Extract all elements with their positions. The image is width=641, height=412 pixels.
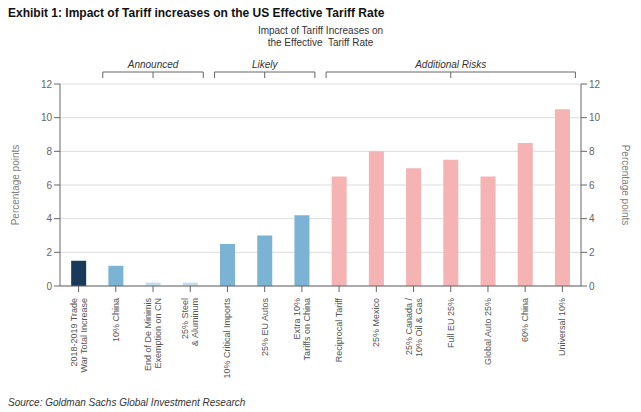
svg-text:25% Mexico: 25% Mexico bbox=[371, 298, 381, 347]
svg-text:10: 10 bbox=[41, 112, 53, 123]
svg-text:Percentage points: Percentage points bbox=[10, 145, 21, 226]
svg-text:Impact of Tariff Increases ont: Impact of Tariff Increases onthe Effecti… bbox=[258, 25, 383, 48]
svg-text:Global Auto 25%: Global Auto 25% bbox=[483, 298, 493, 365]
svg-text:Additional Risks: Additional Risks bbox=[414, 59, 486, 70]
svg-text:Percentage points: Percentage points bbox=[620, 145, 631, 226]
svg-text:10% China: 10% China bbox=[111, 298, 121, 342]
svg-text:10% Critical Imports: 10% Critical Imports bbox=[222, 298, 232, 379]
svg-text:6: 6 bbox=[589, 180, 595, 191]
svg-text:12: 12 bbox=[589, 79, 601, 90]
svg-text:25% EU Autos: 25% EU Autos bbox=[260, 298, 270, 357]
svg-text:2: 2 bbox=[589, 247, 595, 258]
svg-text:Exhibit 1: Impact of Tariff in: Exhibit 1: Impact of Tariff increases on… bbox=[8, 6, 385, 20]
svg-text:8: 8 bbox=[46, 146, 52, 157]
svg-text:8: 8 bbox=[589, 146, 595, 157]
svg-text:Reciprocal Tariff: Reciprocal Tariff bbox=[334, 298, 344, 363]
svg-text:4: 4 bbox=[589, 213, 595, 224]
svg-text:2018-2019 TradeWar Total Incre: 2018-2019 TradeWar Total Increase bbox=[69, 298, 89, 373]
svg-text:25% Canada /10% Oil & Gas: 25% Canada /10% Oil & Gas bbox=[404, 298, 424, 358]
svg-text:6: 6 bbox=[46, 180, 52, 191]
svg-text:12: 12 bbox=[41, 79, 53, 90]
svg-text:Announced: Announced bbox=[127, 59, 179, 70]
svg-text:10: 10 bbox=[589, 112, 601, 123]
svg-text:2: 2 bbox=[46, 247, 52, 258]
svg-text:End of De MinimisExemption on: End of De MinimisExemption on CN bbox=[143, 298, 163, 372]
svg-text:25% Steel& Aluminum: 25% Steel& Aluminum bbox=[180, 298, 200, 346]
svg-text:60% China: 60% China bbox=[520, 298, 530, 342]
svg-text:Full EU 25%: Full EU 25% bbox=[446, 298, 456, 348]
svg-text:4: 4 bbox=[46, 213, 52, 224]
svg-text:Source: Goldman Sachs Global I: Source: Goldman Sachs Global Investment … bbox=[8, 397, 246, 408]
svg-text:Universal 10%: Universal 10% bbox=[557, 298, 567, 356]
svg-text:Likely: Likely bbox=[252, 59, 279, 70]
svg-text:0: 0 bbox=[589, 281, 595, 292]
svg-text:0: 0 bbox=[46, 281, 52, 292]
svg-text:Extra 10%Tariffs on China: Extra 10%Tariffs on China bbox=[292, 298, 312, 360]
